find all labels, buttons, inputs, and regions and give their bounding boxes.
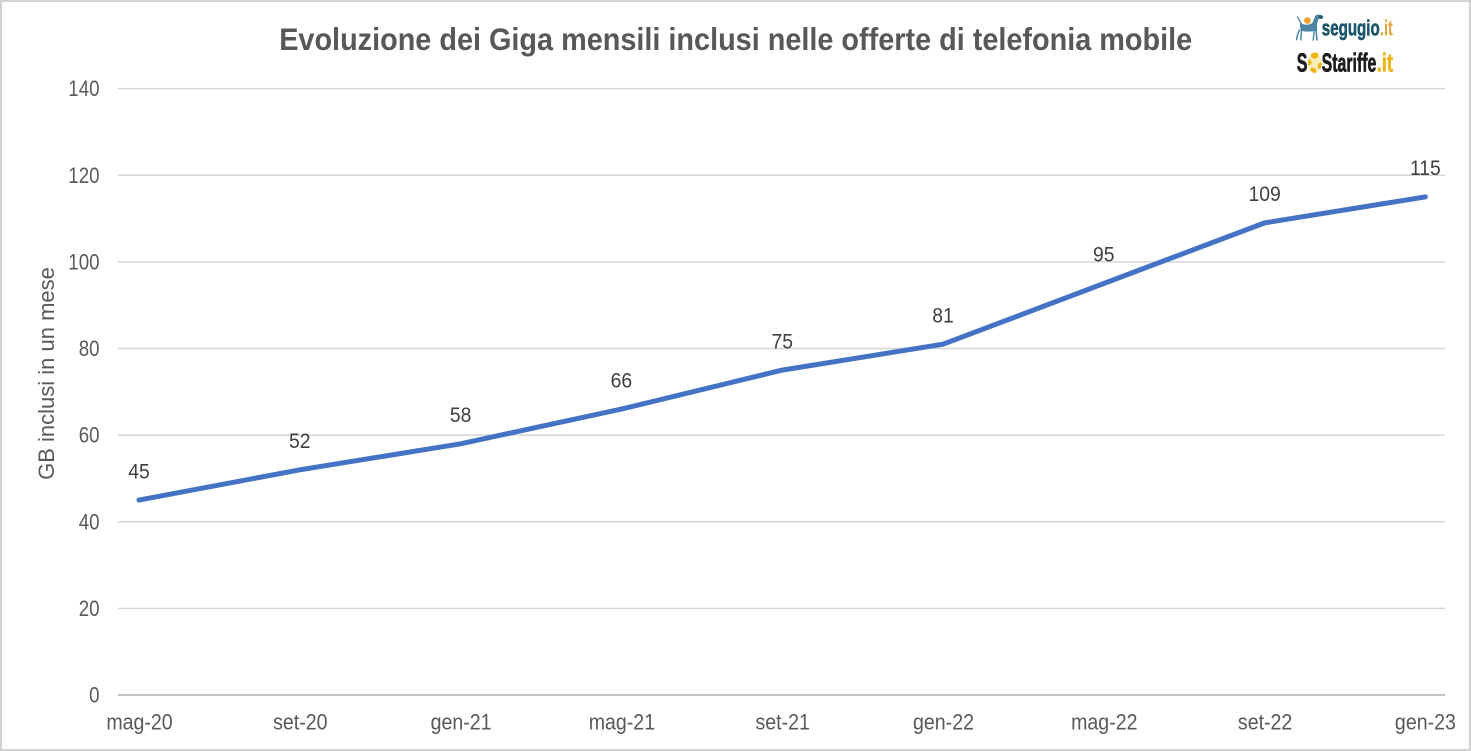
- svg-text:mag-21: mag-21: [589, 711, 655, 735]
- svg-text:segugio: segugio: [1322, 16, 1380, 40]
- svg-text:109: 109: [1248, 182, 1280, 206]
- svg-text:40: 40: [79, 511, 100, 535]
- svg-text:120: 120: [68, 164, 99, 188]
- svg-text:115: 115: [1410, 156, 1441, 180]
- svg-text:mag-20: mag-20: [106, 711, 172, 735]
- svg-text:66: 66: [611, 368, 633, 392]
- svg-text:20: 20: [79, 598, 100, 622]
- svg-text:95: 95: [1093, 243, 1115, 267]
- svg-text:gen-22: gen-22: [913, 711, 974, 735]
- svg-text:S: S: [1297, 47, 1308, 77]
- svg-text:60: 60: [79, 424, 100, 448]
- svg-text:58: 58: [450, 403, 472, 427]
- svg-text:140: 140: [68, 78, 99, 102]
- svg-text:80: 80: [79, 338, 100, 362]
- svg-text:gen-21: gen-21: [431, 711, 492, 735]
- svg-text:.it: .it: [1380, 16, 1393, 41]
- svg-text:45: 45: [128, 459, 150, 483]
- svg-text:52: 52: [289, 429, 311, 453]
- svg-text:81: 81: [932, 303, 954, 327]
- svg-text:75: 75: [771, 329, 793, 353]
- svg-text:GB inclusi in un mese: GB inclusi in un mese: [34, 267, 59, 480]
- svg-text:Evoluzione dei Giga mensili in: Evoluzione dei Giga mensili inclusi nell…: [279, 21, 1192, 57]
- svg-text:0: 0: [89, 684, 99, 708]
- svg-text:100: 100: [68, 251, 99, 275]
- svg-text:mag-22: mag-22: [1071, 711, 1137, 735]
- svg-text:gen-23: gen-23: [1395, 711, 1456, 735]
- svg-text:Stariffe: Stariffe: [1322, 47, 1377, 77]
- svg-text:set-21: set-21: [756, 711, 810, 735]
- svg-text:.it: .it: [1377, 48, 1394, 77]
- svg-text:set-20: set-20: [273, 711, 327, 735]
- svg-text:set-22: set-22: [1238, 711, 1292, 735]
